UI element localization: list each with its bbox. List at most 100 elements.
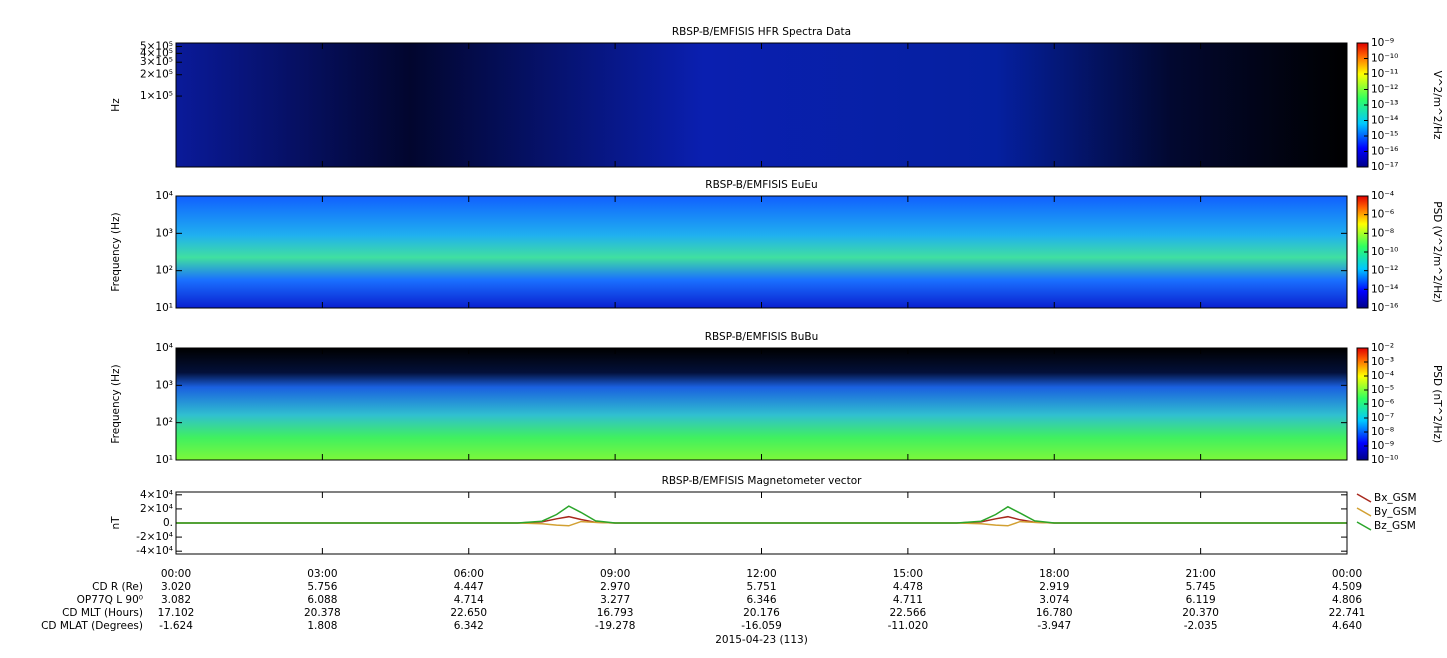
row-label: CD MLT (Hours) [62,607,143,619]
spectrogram-image [176,348,1347,460]
row-value: 16.793 [597,607,634,619]
x-tick-label: 12:00 [746,568,776,580]
row-value: 5.756 [307,581,337,593]
colorbar-tick-label: 10⁻⁴ [1371,190,1394,202]
y-tick-label: 4×10⁴ [140,489,173,501]
x-tick-label: 21:00 [1185,568,1215,580]
colorbar-label: PSD (nT^2/Hz) [1431,365,1443,443]
y-axis-label: Hz [110,98,122,112]
row-value: 3.074 [1039,594,1069,606]
y-tick-label: 2×10⁴ [140,503,173,515]
colorbar-tick-label: 10⁻¹⁴ [1371,283,1398,295]
row-value: 5.745 [1186,581,1216,593]
y-tick-label: 10² [155,417,173,429]
y-tick-label: 10¹ [155,302,173,314]
colorbar-tick-label: 10⁻⁷ [1371,412,1394,424]
row-label: OP77Q L 90⁰ [77,594,143,606]
row-value: 6.342 [454,620,484,632]
y-axis-label: nT [110,516,122,530]
colorbar-frame [1356,195,1369,309]
row-value: 4.806 [1332,594,1362,606]
colorbar-tick-label: 10⁻² [1371,342,1394,354]
y-axis-label: Frequency (Hz) [110,364,122,443]
row-value: 16.780 [1036,607,1073,619]
row-value: 6.119 [1186,594,1216,606]
y-tick-label: 10³ [155,379,173,391]
panel-title: RBSP-B/EMFISIS EuEu [705,179,817,191]
row-value: 1.808 [307,620,337,632]
row-value: 4.447 [454,581,484,593]
legend-label: Bz_GSM [1374,520,1416,532]
x-tick-label: 09:00 [600,568,630,580]
panel-title: RBSP-B/EMFISIS BuBu [705,331,819,343]
colorbar-tick-label: 10⁻⁸ [1371,227,1394,239]
plot-frame [175,347,1348,461]
row-label: CD R (Re) [92,581,143,593]
row-value: 4.509 [1332,581,1362,593]
x-tick-label: 00:00 [1332,568,1362,580]
colorbar [1357,196,1368,308]
row-value: 20.378 [304,607,341,619]
row-value: 20.176 [743,607,780,619]
row-value: -3.947 [1037,620,1071,632]
plot-frame [175,491,1348,555]
y-tick-label: 10¹ [155,454,173,466]
row-value: 4.640 [1332,620,1362,632]
y-tick-label: 10⁴ [155,342,173,354]
row-value: 3.277 [600,594,630,606]
y-tick-label: 1×10⁵ [140,90,173,102]
legend-label: Bx_GSM [1374,492,1417,504]
y-tick-label: -2×10⁴ [136,531,173,543]
row-value: 2.919 [1039,581,1069,593]
y-tick-label: 4×10⁵ [140,47,173,59]
x-tick-label: 18:00 [1039,568,1069,580]
colorbar-tick-label: 10⁻⁸ [1371,426,1394,438]
row-value: 6.088 [307,594,337,606]
panel-title: RBSP-B/EMFISIS HFR Spectra Data [672,26,851,38]
date-label: 2015-04-23 (113) [715,634,808,646]
row-value: -1.624 [159,620,193,632]
row-value: 20.370 [1182,607,1219,619]
colorbar-tick-label: 10⁻¹¹ [1371,68,1398,80]
colorbar-tick-label: 10⁻¹⁰ [1371,53,1398,65]
row-value: 2.970 [600,581,630,593]
colorbar-tick-label: 10⁻⁴ [1371,370,1394,382]
row-value: -2.035 [1184,620,1218,632]
row-value: 17.102 [158,607,195,619]
row-value: 6.346 [746,594,776,606]
colorbar-tick-label: 10⁻⁵ [1371,384,1394,396]
colorbar-tick-label: 10⁻¹⁴ [1371,115,1398,127]
legend-swatch [1356,507,1372,517]
colorbar-tick-label: 10⁻¹⁶ [1371,146,1398,158]
row-value: 4.711 [893,594,923,606]
colorbar-tick-label: 10⁻¹³ [1371,99,1398,111]
legend-swatch [1356,493,1372,503]
row-value: 5.751 [746,581,776,593]
spectrogram-image [176,196,1347,308]
row-label: CD MLAT (Degrees) [41,620,143,632]
colorbar-frame [1356,347,1369,461]
x-tick-label: 03:00 [307,568,337,580]
colorbar-tick-label: 10⁻¹⁵ [1371,130,1398,142]
colorbar-tick-label: 10⁻¹⁰ [1371,454,1398,466]
row-value: 3.020 [161,581,191,593]
plot-frame [175,42,1348,168]
row-value: -11.020 [888,620,929,632]
row-value: 22.741 [1329,607,1366,619]
row-value: 4.478 [893,581,923,593]
y-tick-label: 0. [163,517,173,529]
colorbar-tick-label: 10⁻¹² [1371,265,1398,277]
y-tick-label: 10³ [155,227,173,239]
row-value: 3.082 [161,594,191,606]
row-value: 22.566 [890,607,927,619]
x-tick-label: 15:00 [893,568,923,580]
legend-label: By_GSM [1374,506,1417,518]
colorbar-tick-label: 10⁻¹² [1371,84,1398,96]
y-tick-label: 5×10⁵ [140,40,173,52]
y-tick-label: 10⁴ [155,190,173,202]
row-value: 4.714 [454,594,484,606]
colorbar-label: PSD (V^2/m^2/Hz) [1431,201,1443,302]
colorbar-tick-label: 10⁻⁶ [1371,398,1394,410]
colorbar-tick-label: 10⁻⁶ [1371,209,1394,221]
